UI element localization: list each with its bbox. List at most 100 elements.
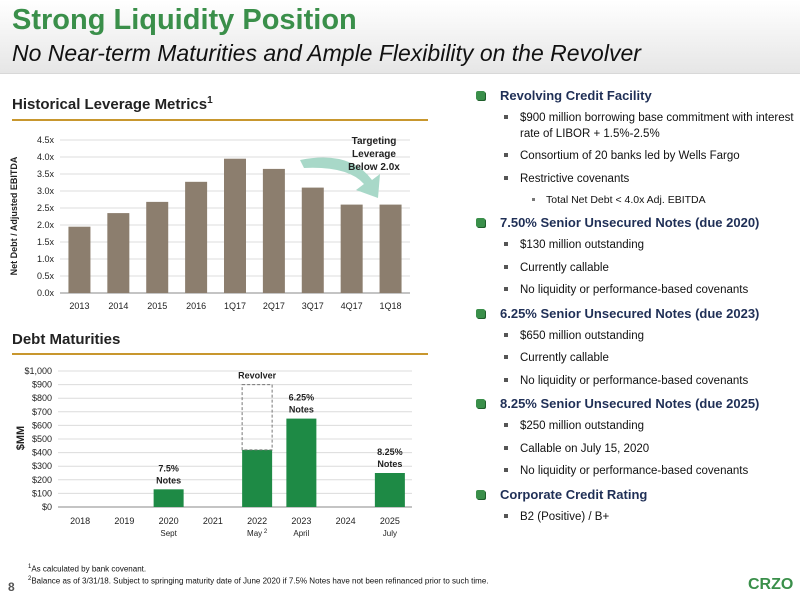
x-tick-label: 2Q17 [263,301,285,311]
section-heading: 7.50% Senior Unsecured Notes (due 2020) [474,215,794,230]
annotation-text: Leverage [352,149,396,160]
bullet-icon [476,218,485,228]
bullet-text: 6.25% Senior Unsecured Notes (due 2023) [500,305,760,321]
bullet-text: 8.25% Senior Unsecured Notes (due 2025) [500,396,760,412]
x-tick-label: 3Q17 [302,301,324,311]
x-tick-label: 1Q18 [380,301,402,311]
bullet-icon [532,198,535,202]
bullet-icon [504,153,508,158]
bullet-text: No liquidity or performance-based covena… [520,465,749,478]
facility-details-list: Revolving Credit Facility $900 million bo… [474,88,794,532]
y-tick-label: 4.5x [37,135,55,145]
bullet-icon [504,332,508,337]
bullet-icon [504,423,508,428]
bullet-icon [476,489,485,499]
y-tick-label: $600 [32,420,52,430]
x-tick-label: 2018 [70,516,90,526]
x-tick-label: 2019 [114,516,134,526]
y-tick-label: $500 [32,434,52,444]
y-tick-label: 4.0x [37,152,55,162]
bullet-item: Currently callable [474,261,794,277]
leverage-bar [262,168,285,293]
bar-data-label: 7.5% [158,463,179,473]
y-tick-label: 3.5x [37,169,55,179]
bullet-text: Callable on July 15, 2020 [520,442,650,455]
y-tick-label: 3.0x [37,186,55,196]
bullet-text: $650 million outstanding [520,329,645,342]
annotation-text: Below 2.0x [348,162,400,173]
bullet-icon [504,264,508,269]
x-tick-label: 2016 [186,301,206,311]
footnote-2: 2Balance as of 3/31/18. Subject to sprin… [28,576,489,586]
bar-data-label: Notes [377,459,402,469]
section-heading: 6.25% Senior Unsecured Notes (due 2023) [474,306,794,321]
y-tick-label: $800 [32,393,52,403]
bullet-icon [504,513,508,518]
y-tick-label: $100 [32,488,52,498]
bullet-text: B2 (Positive) / B+ [520,510,610,523]
x-tick-sublabel-sup: 2 [262,529,268,535]
bullet-item: Currently callable [474,351,794,367]
section-heading: 8.25% Senior Unsecured Notes (due 2025) [474,396,794,411]
y-tick-label: $300 [32,461,52,471]
page-number: 8 [8,580,15,594]
x-tick-label: 2022 [247,516,267,526]
section-heading: Corporate Credit Rating [474,487,794,502]
bar-data-label: 8.25% [377,447,403,457]
leverage-section-title: Historical Leverage Metrics1 [12,95,213,113]
y-tick-label: 0.0x [37,288,55,298]
bullet-icon [504,242,508,247]
leverage-divider [12,119,428,121]
y-tick-label: 0.5x [37,271,55,281]
y-tick-label: $900 [32,380,52,390]
bullet-text: Currently callable [520,261,609,274]
leverage-bar [224,158,246,293]
x-tick-sublabel-text: July [383,529,397,538]
x-tick-sublabel: July [383,529,397,538]
bullet-item: B2 (Positive) / B+ [474,510,794,526]
bullet-icon [504,445,508,450]
x-tick-sublabel-text: May [247,529,262,538]
slide-title: Strong Liquidity Position [12,4,357,36]
slide-subtitle: No Near-term Maturities and Ample Flexib… [12,40,641,66]
x-tick-label: 2023 [291,516,311,526]
leverage-bar [68,226,91,293]
x-tick-label: 2021 [203,516,223,526]
bullet-item: No liquidity or performance-based covena… [474,374,794,390]
y-tick-label: 2.5x [37,203,55,213]
leverage-bar [146,201,169,293]
bullet-item: $130 million outstanding [474,238,794,254]
trend-arrow-icon [300,157,380,198]
x-tick-label: 1Q17 [224,301,246,311]
bullet-text: Consortium of 20 banks led by Wells Farg… [520,150,740,163]
bullet-icon [504,468,508,473]
bullet-item: $900 million borrowing base commitment w… [474,111,794,142]
y-tick-label: $700 [32,407,52,417]
leverage-bar [379,204,402,293]
maturities-section-title: Debt Maturities [12,331,121,348]
y-axis-label: Net Debt / Adjusted EBITDA [9,156,19,275]
x-tick-label: 4Q17 [341,301,363,311]
bullet-item: Restrictive covenants [474,172,794,188]
x-tick-sublabel: May 2 [247,529,268,538]
bullet-icon [476,399,485,409]
leverage-bar [185,181,208,293]
bullet-icon [504,377,508,382]
footnote-1: 1As calculated by bank covenant. [28,564,147,574]
y-axis-label: $MM [15,426,27,450]
y-tick-label: $1,000 [24,366,52,376]
leverage-bar [340,204,363,293]
x-tick-label: 2020 [159,516,179,526]
bullet-text: $250 million outstanding [520,420,645,433]
bullet-text: $900 million borrowing base commitment w… [520,112,794,140]
bullet-icon [476,308,485,318]
bullet-text: No liquidity or performance-based covena… [520,284,749,297]
bullet-icon [504,287,508,292]
bullet-text: Total Net Debt < 4.0x Adj. EBITDA [546,194,706,207]
maturity-bar [242,449,273,507]
y-tick-label: 1.0x [37,254,55,264]
bullet-item: Callable on July 15, 2020 [474,442,794,458]
x-tick-label: 2015 [147,301,167,311]
leverage-bar [301,187,324,293]
maturities-divider [12,353,428,355]
